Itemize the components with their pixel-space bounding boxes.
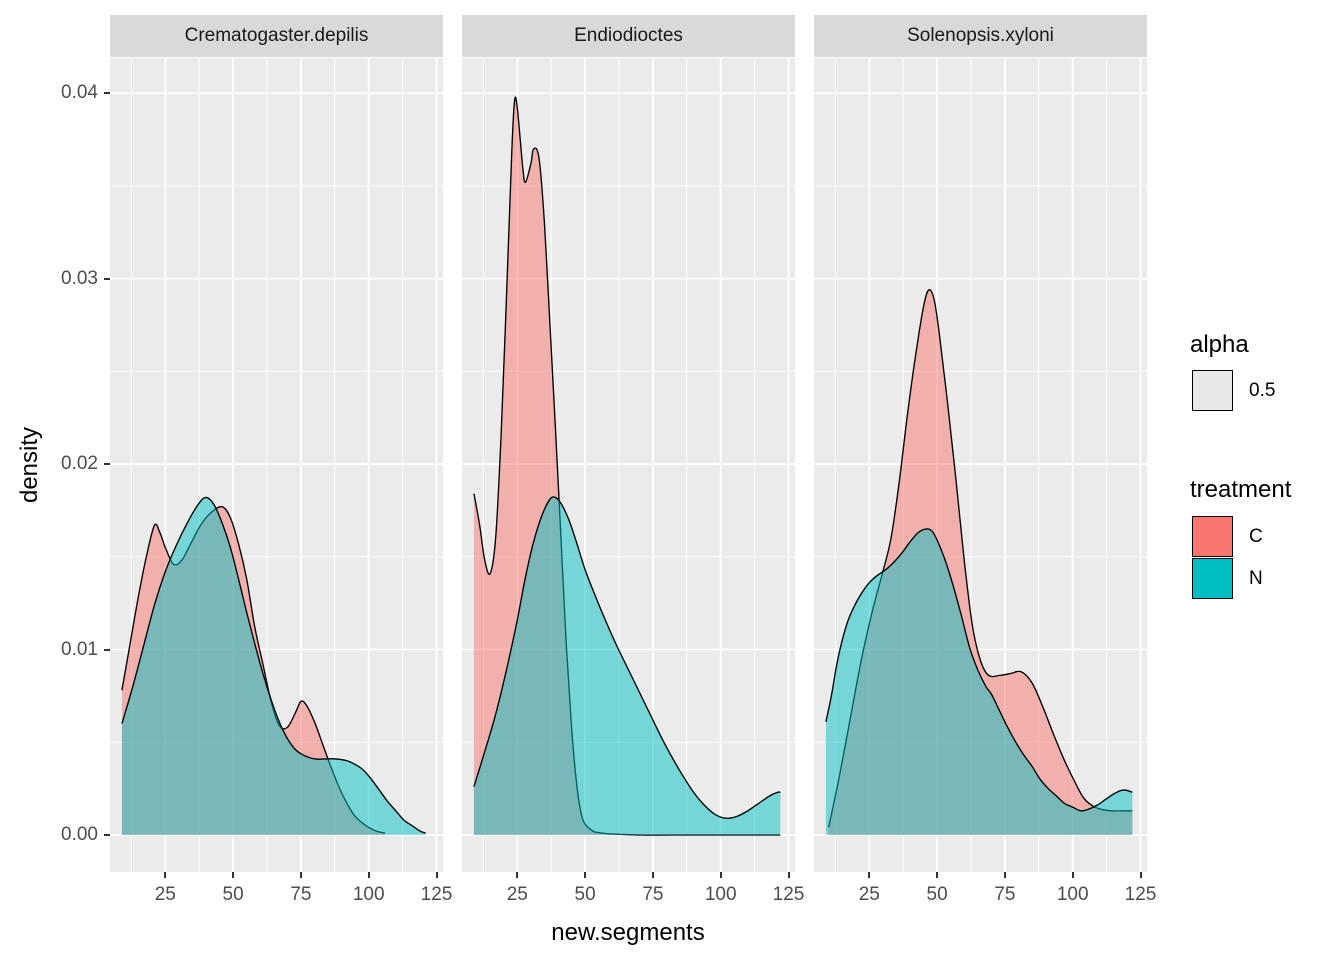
x-tick-label: 100 [1056,884,1089,905]
x-tick-mark [787,872,790,878]
facet-strip-label: Solenopsis.xyloni [907,25,1054,46]
x-tick-mark [232,872,235,878]
density-outline-N [825,528,1133,812]
density-outline-C [827,288,1133,828]
x-tick-mark [299,872,302,878]
x-tick-mark [868,872,871,878]
legend-title-treatment: treatment [1190,476,1292,503]
facet-strip-endiodioctes: Endiodioctes [462,15,795,57]
density-outline-N [121,496,426,834]
x-tick-label: 125 [1124,884,1157,905]
x-tick-mark [584,872,587,878]
facet-strip-crematogaster-depilis: Crematogaster.depilis [110,15,443,57]
x-tick-mark [516,872,519,878]
facet-strip-label: Crematogaster.depilis [184,25,369,46]
facet-strip-solenopsis-xyloni: Solenopsis.xyloni [814,15,1147,57]
x-tick-label: 25 [858,884,880,905]
legend-key-treatment-c [1192,516,1233,557]
y-tick-mark [104,92,110,95]
density-outline-N [473,496,781,819]
y-tick-label: 0.01 [61,638,98,660]
density-panel-endiodioctes [462,58,795,872]
y-tick-label: 0.04 [61,82,98,104]
facet-strip-label: Endiodioctes [574,25,683,46]
y-tick-label: 0.02 [61,453,98,475]
y-tick-label: 0.00 [61,823,98,845]
x-tick-label: 50 [222,884,244,905]
x-tick-label: 75 [994,884,1016,905]
y-tick-label: 0.03 [61,267,98,289]
x-tick-mark [1003,872,1006,878]
y-tick-mark [104,648,110,651]
legend-key-alpha [1192,370,1233,411]
x-tick-label: 100 [704,884,737,905]
density-area-N [825,528,1133,835]
legend-title-alpha: alpha [1190,331,1249,358]
x-tick-label: 125 [420,884,453,905]
legend-key-treatment-n [1192,558,1233,599]
y-tick-mark [104,463,110,466]
x-tick-mark [719,872,722,878]
x-tick-label: 100 [352,884,385,905]
x-tick-label: 125 [772,884,805,905]
x-tick-mark [1139,872,1142,878]
legend-label-treatment-c: C [1249,526,1263,547]
x-tick-mark [936,872,939,878]
legend-label-alpha: 0.5 [1249,380,1276,401]
density-panel-solenopsis-xyloni [814,58,1147,872]
density-area-N [473,496,781,835]
x-tick-label: 75 [642,884,664,905]
density-area-N [121,497,426,835]
x-tick-label: 50 [926,884,948,905]
x-axis-title: new.segments [551,919,705,946]
x-tick-label: 25 [506,884,528,905]
x-tick-label: 50 [574,884,596,905]
x-tick-mark [651,872,654,878]
density-panel-crematogaster-depilis [110,58,443,872]
x-tick-label: 25 [154,884,176,905]
x-tick-mark [1071,872,1074,878]
x-tick-mark [164,872,167,878]
y-tick-mark [104,833,110,836]
x-tick-mark [435,872,438,878]
x-tick-label: 75 [290,884,312,905]
y-tick-mark [104,277,110,280]
x-tick-mark [367,872,370,878]
legend-label-treatment-n: N [1249,568,1263,589]
